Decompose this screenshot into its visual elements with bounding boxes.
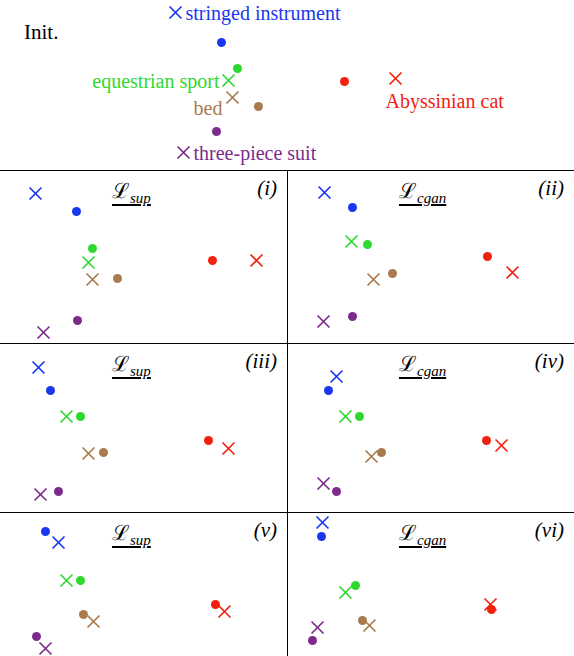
svg-text:stringed instrument: stringed instrument <box>186 2 341 25</box>
html-text:ℒsup: ℒsup <box>112 179 151 207</box>
html-text:(i): (i) <box>257 176 277 200</box>
html-text:ℒcgan: ℒcgan <box>399 179 447 207</box>
html-text:Init.: Init. <box>24 20 59 44</box>
html-text:(ii): (ii) <box>538 176 564 200</box>
html-text:ℒsup: ℒsup <box>112 352 151 380</box>
html-text:ℒcgan: ℒcgan <box>399 521 447 549</box>
html-text:(v): (v) <box>253 518 277 542</box>
html-text:(vi): (vi) <box>534 518 564 542</box>
html-text:(iii): (iii) <box>245 349 277 373</box>
svg-text:bed: bed <box>194 97 223 119</box>
html-text:ℒsup: ℒsup <box>112 521 151 549</box>
html-text:(iv): (iv) <box>534 349 564 373</box>
svg-text:Abyssinian cat: Abyssinian cat <box>386 90 505 113</box>
html-text:ℒcgan: ℒcgan <box>399 352 447 380</box>
svg-text:equestrian sport: equestrian sport <box>92 70 220 93</box>
svg-text:three-piece suit: three-piece suit <box>194 142 317 165</box>
